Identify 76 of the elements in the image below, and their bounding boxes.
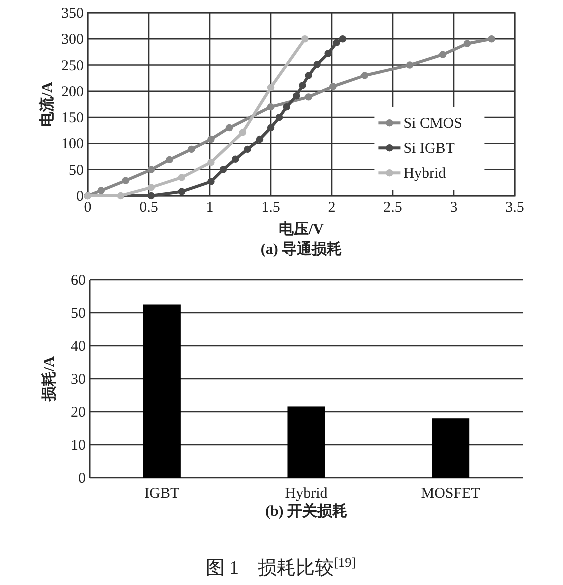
point (232, 156, 240, 163)
caption: 图 1 损耗比较$^{[19]}$ (206, 554, 356, 579)
point (324, 50, 332, 58)
y-tick-label: 40 (71, 339, 86, 355)
y-tick-label: 50 (69, 162, 84, 179)
point (305, 72, 312, 80)
point (464, 40, 472, 48)
x-tick-label: 2 (328, 200, 336, 216)
y-axis-title: 损耗/A (41, 356, 58, 402)
y-tick-label: 30 (71, 372, 86, 388)
y-tick-label: 300 (62, 32, 84, 48)
point (256, 136, 264, 144)
legend-label: Si IGBT (404, 141, 455, 158)
x-tick-label: IGBT (144, 486, 180, 502)
bar (288, 406, 326, 478)
x-tick-label: 1 (206, 200, 214, 216)
point (244, 146, 252, 154)
y-tick-label: 150 (62, 110, 84, 127)
point (220, 166, 228, 174)
y-tick-label: 0 (76, 189, 84, 205)
point (178, 174, 186, 182)
y-tick-label: 250 (62, 58, 84, 74)
y-tick-label: 100 (62, 136, 84, 153)
y-tick-label: 0 (78, 471, 86, 487)
legend-label: Hybrid (404, 166, 447, 182)
point (302, 36, 309, 43)
x-tick-label: 1.5 (262, 200, 280, 216)
point (208, 136, 215, 144)
text: (a) 导通损耗 (260, 241, 342, 258)
point (166, 156, 174, 164)
point (208, 158, 215, 166)
y-tick-label: 50 (71, 306, 86, 322)
point (283, 104, 290, 111)
point (122, 177, 130, 184)
x-tick-label: 2.5 (384, 200, 402, 216)
point (305, 94, 312, 101)
x-tick-label: Hybrid (285, 486, 328, 502)
point (439, 51, 447, 58)
y-tick-label: 350 (62, 6, 84, 22)
point (117, 192, 125, 200)
point (267, 84, 275, 92)
point (188, 146, 196, 154)
x-axis-title: 电压/V (279, 221, 324, 238)
point (148, 166, 156, 174)
x-tick-label: MOSFET (421, 486, 480, 502)
point (267, 124, 275, 132)
point (226, 124, 234, 132)
point (178, 188, 186, 196)
point (208, 178, 215, 186)
legend-label: Si CMOS (404, 116, 462, 132)
bar (143, 304, 181, 478)
point (361, 72, 369, 80)
point (333, 39, 340, 46)
text: (b) 开关损耗 (265, 503, 348, 520)
point (293, 92, 300, 100)
point (267, 104, 275, 111)
point (148, 184, 156, 192)
point (488, 36, 496, 43)
y-tick-label: 60 (71, 273, 86, 289)
y-tick-label: 10 (71, 438, 86, 454)
y-tick-label: 20 (71, 405, 86, 421)
point (406, 62, 414, 69)
point (314, 61, 321, 68)
point (148, 192, 156, 200)
point (299, 82, 306, 90)
x-tick-label: 3.5 (506, 200, 524, 216)
point (98, 187, 106, 194)
bar (432, 418, 470, 478)
x-tick-label: 0.5 (140, 200, 158, 216)
point (239, 129, 247, 136)
point (339, 36, 347, 43)
x-tick-label: 3 (450, 200, 458, 216)
y-axis-title: 电流/A (38, 82, 56, 127)
point (276, 114, 284, 122)
y-tick-label: 200 (62, 84, 84, 100)
point (330, 83, 337, 90)
